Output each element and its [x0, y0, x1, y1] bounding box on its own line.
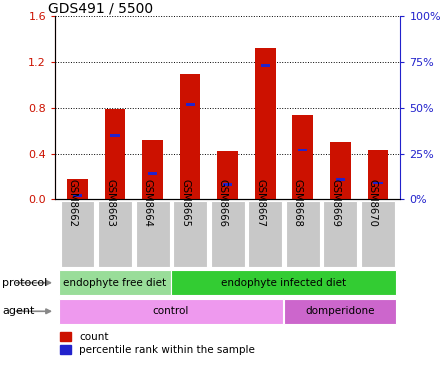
Text: GSM8662: GSM8662: [67, 179, 77, 227]
Bar: [373, 182, 382, 184]
Bar: [110, 134, 120, 137]
Bar: [367, 150, 388, 199]
Text: control: control: [153, 306, 189, 316]
Text: GSM8667: GSM8667: [255, 179, 265, 227]
Text: GSM8670: GSM8670: [368, 179, 378, 227]
Bar: [293, 115, 313, 199]
Bar: [59, 270, 171, 295]
Bar: [255, 49, 275, 199]
Bar: [260, 64, 270, 67]
Bar: [284, 299, 396, 324]
Bar: [59, 299, 283, 324]
Bar: [98, 201, 132, 267]
Bar: [211, 201, 245, 267]
Bar: [180, 74, 201, 199]
Text: domperidone: domperidone: [305, 306, 375, 316]
Text: endophyte infected diet: endophyte infected diet: [221, 278, 346, 288]
Text: GSM8665: GSM8665: [180, 179, 190, 227]
Text: GSM8666: GSM8666: [218, 179, 228, 227]
Text: GSM8663: GSM8663: [105, 179, 115, 227]
Bar: [186, 103, 195, 106]
Bar: [217, 152, 238, 199]
Bar: [142, 140, 163, 199]
Bar: [336, 178, 345, 181]
Bar: [286, 201, 320, 267]
Text: GSM8668: GSM8668: [293, 179, 303, 227]
Bar: [148, 172, 157, 175]
Bar: [361, 201, 395, 267]
Bar: [105, 109, 125, 199]
Bar: [298, 149, 308, 152]
Legend: count, percentile rank within the sample: count, percentile rank within the sample: [60, 332, 255, 355]
Text: GSM8664: GSM8664: [143, 179, 153, 227]
Bar: [173, 201, 207, 267]
Bar: [67, 179, 88, 199]
Bar: [172, 270, 396, 295]
Bar: [73, 194, 82, 197]
Text: agent: agent: [2, 306, 35, 316]
Bar: [223, 183, 232, 186]
Bar: [330, 142, 351, 199]
Bar: [323, 201, 357, 267]
Text: GDS491 / 5500: GDS491 / 5500: [48, 1, 153, 15]
Bar: [248, 201, 282, 267]
Bar: [61, 201, 95, 267]
Bar: [136, 201, 169, 267]
Text: endophyte free diet: endophyte free diet: [63, 278, 166, 288]
Text: protocol: protocol: [2, 278, 48, 288]
Text: GSM8669: GSM8669: [330, 179, 340, 227]
